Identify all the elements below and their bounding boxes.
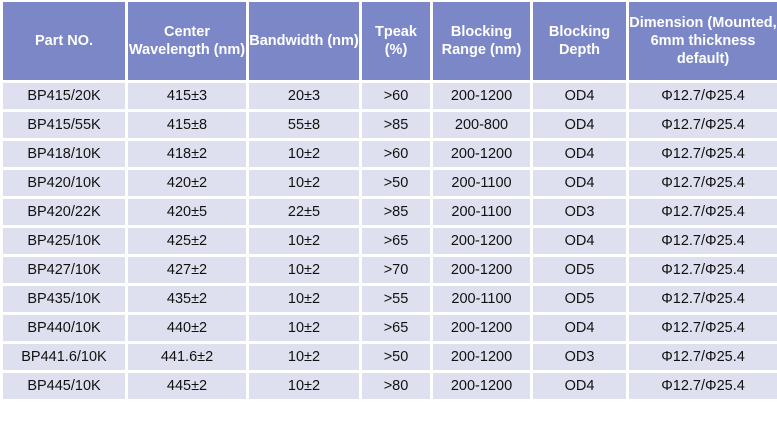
cell-blocking-depth: OD5 xyxy=(530,283,629,315)
table-row: BP418/10K 418±2 10±2 >60 200-1200 OD4 Φ12.7/Φ2… xyxy=(0,138,777,170)
cell-tpeak: >50 xyxy=(359,167,433,199)
cell-blocking-range: 200-1200 xyxy=(430,80,533,112)
cell-center-wavelength: 425±2 xyxy=(125,225,249,257)
cell-dimension: Φ12.7/Φ25.4 xyxy=(626,196,777,228)
cell-part-no: BP425/10K xyxy=(0,225,128,257)
cell-blocking-depth: OD4 xyxy=(530,80,629,112)
cell-bandwidth: 10±2 xyxy=(246,283,362,315)
cell-bandwidth: 10±2 xyxy=(246,312,362,344)
cell-part-no: BP420/22K xyxy=(0,196,128,228)
cell-bandwidth: 10±2 xyxy=(246,167,362,199)
cell-bandwidth: 10±2 xyxy=(246,254,362,286)
cell-blocking-depth: OD4 xyxy=(530,370,629,402)
cell-dimension: Φ12.7/Φ25.4 xyxy=(626,312,777,344)
cell-blocking-range: 200-1200 xyxy=(430,370,533,402)
table-row: BP435/10K 435±2 10±2 >55 200-1100 OD5 Φ12.7/Φ2… xyxy=(0,283,777,315)
cell-dimension: Φ12.7/Φ25.4 xyxy=(626,80,777,112)
cell-part-no: BP441.6/10K xyxy=(0,341,128,373)
table-row: BP427/10K 427±2 10±2 >70 200-1200 OD5 Φ12.7/Φ2… xyxy=(0,254,777,286)
cell-blocking-depth: OD3 xyxy=(530,341,629,373)
cell-blocking-range: 200-1200 xyxy=(430,225,533,257)
filter-spec-table: Part NO. Center Wavelength (nm) Bandwidth … xyxy=(0,0,777,402)
header-row: Part NO. Center Wavelength (nm) Bandwidth … xyxy=(0,0,777,83)
cell-tpeak: >70 xyxy=(359,254,433,286)
table-row: BP420/22K 420±5 22±5 >85 200-1100 OD3 Φ12.7/Φ2… xyxy=(0,196,777,228)
cell-blocking-range: 200-1100 xyxy=(430,283,533,315)
cell-bandwidth: 10±2 xyxy=(246,138,362,170)
header-center-wavelength: Center Wavelength (nm) xyxy=(125,0,249,83)
cell-center-wavelength: 441.6±2 xyxy=(125,341,249,373)
cell-tpeak: >85 xyxy=(359,196,433,228)
cell-center-wavelength: 415±3 xyxy=(125,80,249,112)
cell-dimension: Φ12.7/Φ25.4 xyxy=(626,109,777,141)
cell-tpeak: >50 xyxy=(359,341,433,373)
cell-tpeak: >60 xyxy=(359,138,433,170)
header-part-no: Part NO. xyxy=(0,0,128,83)
cell-bandwidth: 10±2 xyxy=(246,225,362,257)
table-row: BP420/10K 420±2 10±2 >50 200-1100 OD4 Φ12.7/Φ2… xyxy=(0,167,777,199)
cell-bandwidth: 55±8 xyxy=(246,109,362,141)
cell-blocking-range: 200-1100 xyxy=(430,196,533,228)
table-row: BP425/10K 425±2 10±2 >65 200-1200 OD4 Φ12.7/Φ2… xyxy=(0,225,777,257)
cell-part-no: BP440/10K xyxy=(0,312,128,344)
cell-tpeak: >80 xyxy=(359,370,433,402)
cell-blocking-depth: OD4 xyxy=(530,109,629,141)
table-row: BP415/20K 415±3 20±3 >60 200-1200 OD4 Φ12.7/Φ2… xyxy=(0,80,777,112)
header-dimension: Dimension (Mounted, 6mm thickness defaul… xyxy=(626,0,777,83)
cell-center-wavelength: 420±5 xyxy=(125,196,249,228)
cell-blocking-depth: OD4 xyxy=(530,138,629,170)
cell-dimension: Φ12.7/Φ25.4 xyxy=(626,225,777,257)
table-row: BP445/10K 445±2 10±2 >80 200-1200 OD4 Φ12.7/Φ2… xyxy=(0,370,777,402)
cell-part-no: BP445/10K xyxy=(0,370,128,402)
cell-tpeak: >65 xyxy=(359,312,433,344)
cell-tpeak: >85 xyxy=(359,109,433,141)
cell-dimension: Φ12.7/Φ25.4 xyxy=(626,341,777,373)
cell-tpeak: >65 xyxy=(359,225,433,257)
cell-center-wavelength: 418±2 xyxy=(125,138,249,170)
cell-blocking-depth: OD5 xyxy=(530,254,629,286)
cell-blocking-depth: OD4 xyxy=(530,225,629,257)
cell-bandwidth: 20±3 xyxy=(246,80,362,112)
cell-dimension: Φ12.7/Φ25.4 xyxy=(626,283,777,315)
cell-dimension: Φ12.7/Φ25.4 xyxy=(626,167,777,199)
cell-part-no: BP427/10K xyxy=(0,254,128,286)
cell-center-wavelength: 427±2 xyxy=(125,254,249,286)
cell-part-no: BP420/10K xyxy=(0,167,128,199)
cell-blocking-range: 200-800 xyxy=(430,109,533,141)
cell-blocking-range: 200-1200 xyxy=(430,312,533,344)
cell-blocking-depth: OD4 xyxy=(530,167,629,199)
cell-center-wavelength: 435±2 xyxy=(125,283,249,315)
cell-center-wavelength: 440±2 xyxy=(125,312,249,344)
header-tpeak: Tpeak (%) xyxy=(359,0,433,83)
cell-bandwidth: 10±2 xyxy=(246,341,362,373)
cell-center-wavelength: 420±2 xyxy=(125,167,249,199)
cell-part-no: BP418/10K xyxy=(0,138,128,170)
cell-tpeak: >60 xyxy=(359,80,433,112)
cell-blocking-depth: OD4 xyxy=(530,312,629,344)
table-row: BP441.6/10K 441.6±2 10±2 >50 200-1200 OD3 Φ12.… xyxy=(0,341,777,373)
cell-part-no: BP415/55K xyxy=(0,109,128,141)
cell-blocking-range: 200-1200 xyxy=(430,341,533,373)
cell-bandwidth: 22±5 xyxy=(246,196,362,228)
header-bandwidth: Bandwidth (nm) xyxy=(246,0,362,83)
cell-dimension: Φ12.7/Φ25.4 xyxy=(626,370,777,402)
cell-center-wavelength: 445±2 xyxy=(125,370,249,402)
cell-blocking-depth: OD3 xyxy=(530,196,629,228)
cell-blocking-range: 200-1100 xyxy=(430,167,533,199)
table-row: BP415/55K 415±8 55±8 >85 200-800 OD4 Φ12.7/Φ25… xyxy=(0,109,777,141)
cell-dimension: Φ12.7/Φ25.4 xyxy=(626,254,777,286)
header-blocking-depth: Blocking Depth xyxy=(530,0,629,83)
cell-blocking-range: 200-1200 xyxy=(430,138,533,170)
cell-part-no: BP435/10K xyxy=(0,283,128,315)
cell-dimension: Φ12.7/Φ25.4 xyxy=(626,138,777,170)
header-blocking-range: Blocking Range (nm) xyxy=(430,0,533,83)
cell-blocking-range: 200-1200 xyxy=(430,254,533,286)
table-row: BP440/10K 440±2 10±2 >65 200-1200 OD4 Φ12.7/Φ2… xyxy=(0,312,777,344)
cell-part-no: BP415/20K xyxy=(0,80,128,112)
cell-tpeak: >55 xyxy=(359,283,433,315)
cell-center-wavelength: 415±8 xyxy=(125,109,249,141)
cell-bandwidth: 10±2 xyxy=(246,370,362,402)
